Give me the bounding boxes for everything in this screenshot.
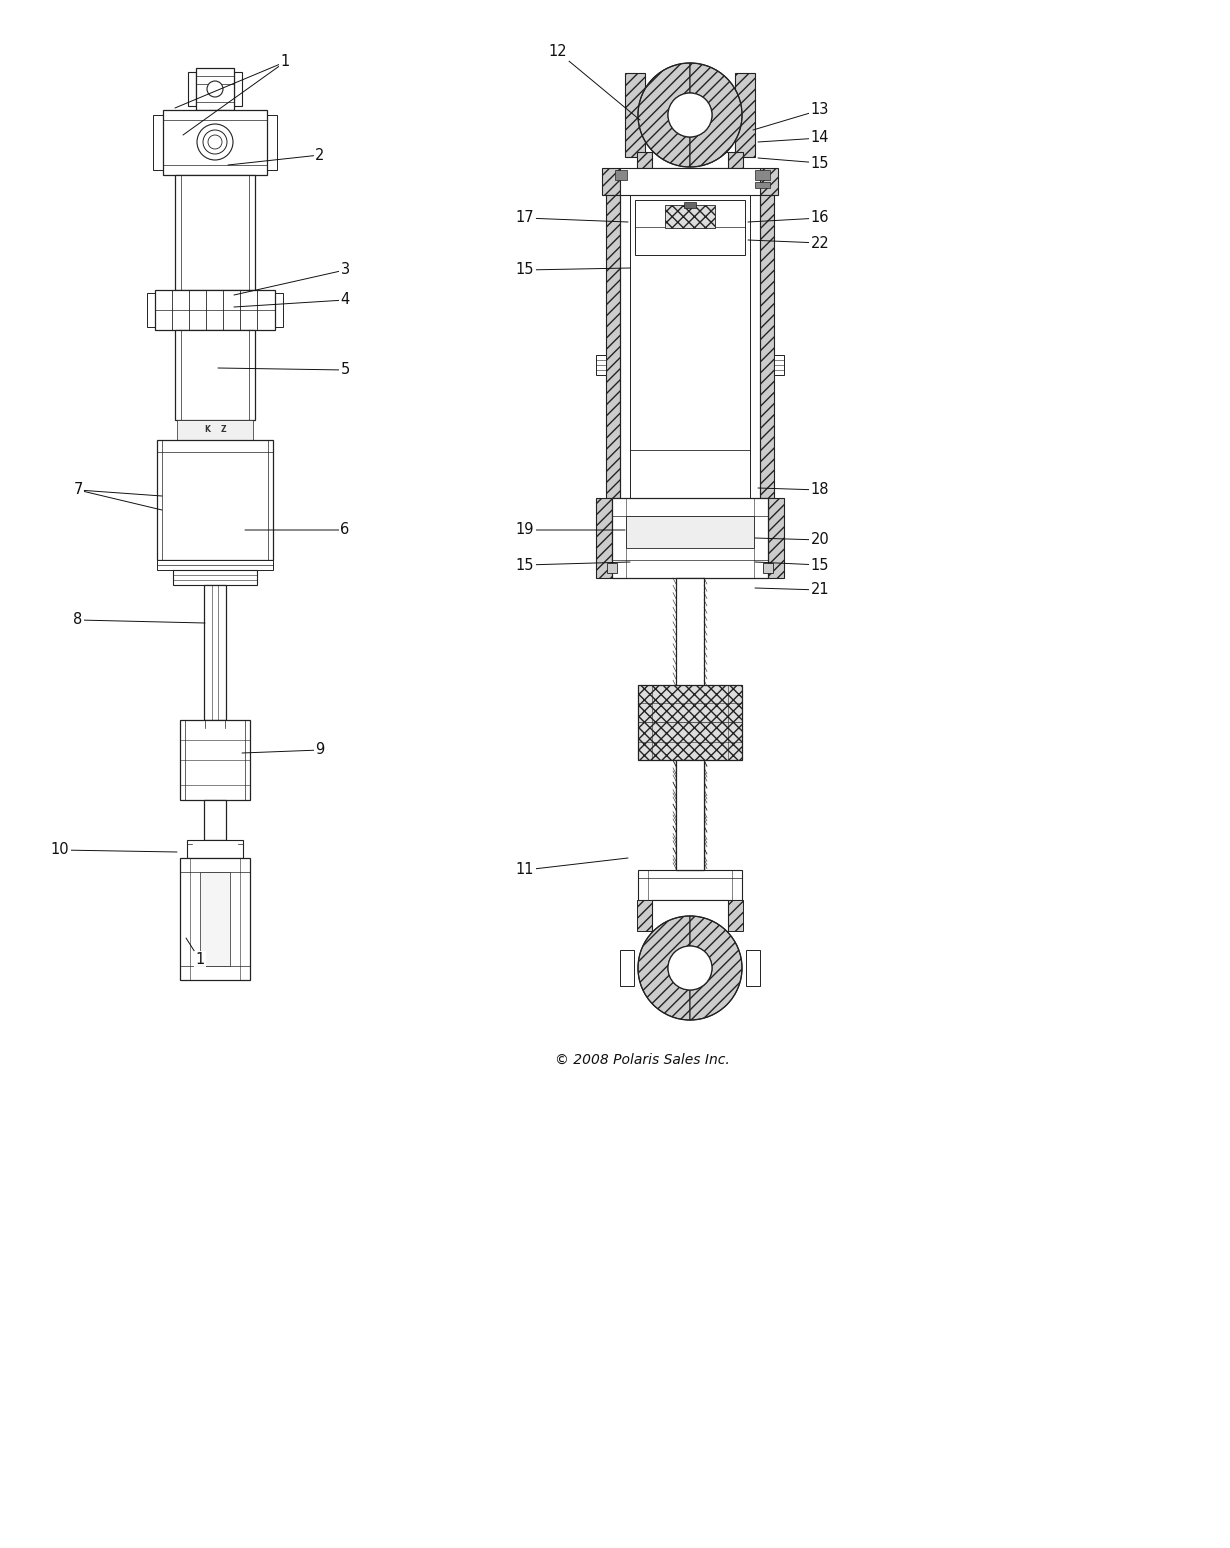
Bar — [157, 560, 273, 570]
Bar — [652, 152, 728, 169]
Bar — [601, 169, 620, 195]
Bar — [175, 330, 255, 420]
Bar — [768, 498, 784, 577]
Bar — [638, 870, 742, 899]
Text: 17: 17 — [515, 211, 629, 226]
Bar — [153, 115, 164, 170]
Text: 13: 13 — [753, 102, 829, 130]
Bar — [684, 201, 696, 207]
Bar — [155, 289, 276, 310]
Bar — [177, 420, 253, 440]
Bar — [760, 169, 779, 195]
Text: 12: 12 — [549, 45, 640, 121]
Text: 16: 16 — [748, 211, 829, 226]
Bar — [755, 183, 770, 187]
Text: 14: 14 — [758, 130, 829, 146]
Text: 10: 10 — [50, 842, 177, 858]
Bar — [148, 293, 155, 327]
Bar — [676, 577, 704, 870]
Bar — [175, 175, 255, 289]
Circle shape — [668, 93, 712, 138]
Bar — [620, 169, 760, 195]
Text: 15: 15 — [755, 557, 829, 573]
Bar — [755, 170, 770, 180]
Text: 21: 21 — [755, 582, 829, 598]
Bar — [613, 498, 768, 577]
Bar — [204, 585, 226, 720]
Text: 7: 7 — [74, 483, 162, 509]
Bar — [200, 872, 230, 966]
Bar — [157, 440, 273, 560]
Bar — [188, 73, 196, 105]
Text: 5: 5 — [218, 362, 349, 378]
Text: 9: 9 — [242, 743, 325, 757]
Bar — [196, 68, 234, 110]
Circle shape — [197, 124, 232, 159]
Text: 3: 3 — [234, 263, 349, 296]
Bar — [760, 195, 774, 498]
Bar — [626, 515, 754, 548]
Text: 6: 6 — [245, 523, 349, 537]
Text: 15: 15 — [515, 557, 630, 573]
Circle shape — [208, 135, 221, 149]
Bar — [204, 800, 226, 841]
Circle shape — [203, 130, 228, 153]
Bar — [637, 152, 652, 169]
Bar — [187, 841, 244, 858]
Wedge shape — [690, 916, 742, 1020]
Bar — [665, 204, 715, 228]
Text: 4: 4 — [234, 293, 349, 308]
Text: 1: 1 — [175, 54, 289, 108]
Bar — [155, 289, 276, 330]
Text: 18: 18 — [758, 483, 829, 497]
Wedge shape — [638, 63, 690, 167]
Wedge shape — [690, 63, 742, 167]
Text: 1: 1 — [186, 938, 204, 968]
Bar — [173, 570, 257, 585]
Circle shape — [668, 946, 712, 991]
Bar — [728, 899, 743, 930]
Circle shape — [207, 80, 223, 98]
Text: Z: Z — [220, 426, 226, 435]
Bar — [625, 73, 645, 156]
Text: 22: 22 — [748, 235, 829, 251]
Bar — [606, 195, 620, 498]
Bar — [620, 950, 633, 986]
Text: 2: 2 — [228, 147, 325, 166]
Bar — [638, 686, 742, 760]
Text: 15: 15 — [758, 155, 829, 170]
Bar — [635, 200, 745, 255]
Bar — [597, 354, 606, 375]
Text: 1: 1 — [183, 54, 289, 135]
Bar — [615, 170, 627, 180]
Text: 8: 8 — [74, 613, 205, 627]
Bar — [597, 498, 613, 577]
Bar — [180, 858, 250, 980]
Bar — [606, 563, 617, 573]
Bar — [180, 720, 250, 800]
Text: 15: 15 — [515, 263, 630, 277]
Bar — [736, 73, 755, 156]
Text: 20: 20 — [755, 533, 829, 548]
Bar — [637, 899, 652, 930]
Wedge shape — [638, 916, 690, 1020]
Text: K: K — [204, 426, 210, 435]
Bar — [747, 950, 760, 986]
Bar — [276, 293, 283, 327]
Bar — [164, 110, 267, 175]
Text: 19: 19 — [515, 523, 625, 537]
Text: 7: 7 — [74, 483, 162, 497]
Bar — [267, 115, 277, 170]
Bar — [774, 354, 784, 375]
Bar — [234, 73, 242, 105]
Bar — [728, 152, 743, 169]
Bar — [676, 760, 704, 870]
Text: © 2008 Polaris Sales Inc.: © 2008 Polaris Sales Inc. — [555, 1053, 729, 1067]
Bar — [763, 563, 772, 573]
Bar — [652, 899, 728, 930]
Text: 11: 11 — [515, 858, 629, 878]
